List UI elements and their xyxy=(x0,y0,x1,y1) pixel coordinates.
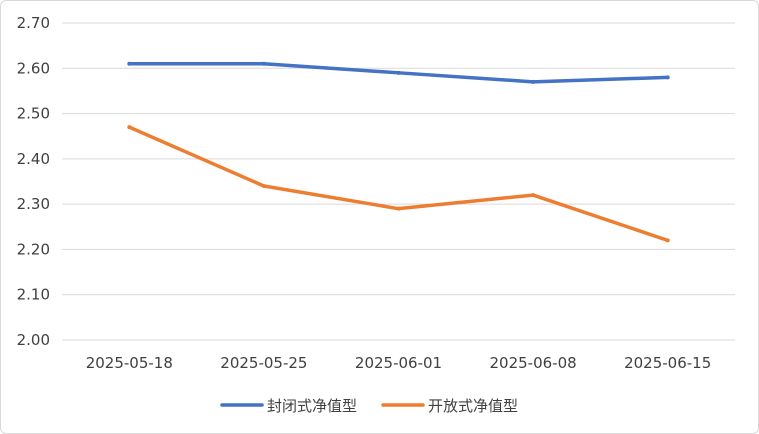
x-tick-label: 2025-05-18 xyxy=(86,354,173,372)
data-point xyxy=(127,61,132,66)
y-axis-tick-labels: 2.00 2.10 2.20 2.30 2.40 2.50 2.60 2.70 xyxy=(17,14,50,349)
data-point xyxy=(396,206,401,211)
x-tick-label: 2025-05-25 xyxy=(220,354,307,372)
data-point xyxy=(396,70,401,75)
y-tick-label: 2.20 xyxy=(17,240,50,258)
series-line-2 xyxy=(127,125,670,243)
legend: 封闭式净值型 开放式净值型 xyxy=(220,397,518,415)
legend-label-1: 封闭式净值型 xyxy=(267,397,357,415)
data-point xyxy=(261,184,266,189)
y-tick-label: 2.30 xyxy=(17,195,50,213)
data-point xyxy=(127,125,132,130)
y-tick-label: 2.70 xyxy=(17,14,50,32)
data-point xyxy=(531,193,536,198)
x-axis-tick-labels: 2025-05-18 2025-05-25 2025-06-01 2025-06-08… xyxy=(86,354,712,372)
series-lines xyxy=(127,61,670,243)
data-point xyxy=(665,238,670,243)
y-tick-label: 2.60 xyxy=(17,59,50,77)
y-tick-label: 2.00 xyxy=(17,331,50,349)
gridlines xyxy=(62,22,735,341)
legend-label-2: 开放式净值型 xyxy=(428,397,518,415)
y-tick-label: 2.50 xyxy=(17,105,50,123)
x-tick-label: 2025-06-08 xyxy=(490,354,577,372)
y-tick-label: 2.10 xyxy=(17,286,50,304)
x-tick-label: 2025-06-15 xyxy=(624,354,711,372)
y-tick-label: 2.40 xyxy=(17,150,50,168)
x-tick-label: 2025-06-01 xyxy=(355,354,442,372)
data-point xyxy=(665,75,670,80)
data-point xyxy=(531,79,536,84)
data-point xyxy=(261,61,266,66)
